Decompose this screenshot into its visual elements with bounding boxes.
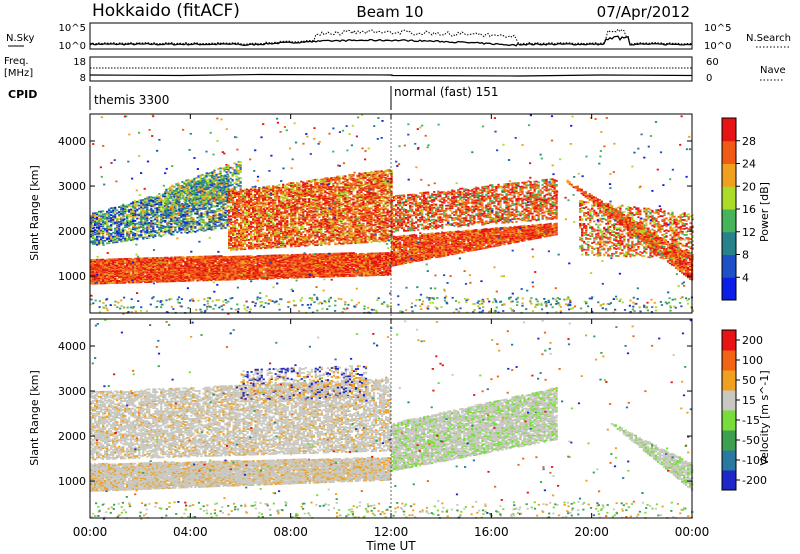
nsky-tick-bottom-right: 10^0 [704, 41, 731, 52]
colorbar-tick-label: 200 [742, 334, 763, 347]
colorbar-swatch [722, 450, 736, 471]
time-axis-ticks: 00:00 04:00 08:00 12:00 16:00 20:00 00:00 [73, 114, 710, 539]
time-tick-label: 04:00 [173, 525, 208, 539]
nsky-panel: N.Sky 10^5 10^0 10^5 10^0 N.Search [6, 22, 791, 52]
y-tick-label: 2000 [58, 225, 86, 238]
nsky-label: N.Sky [6, 33, 34, 44]
colorbar-swatch [722, 470, 736, 491]
nsky-tick-top-right: 10^5 [704, 23, 731, 34]
time-axis-label: Time UT [365, 539, 416, 553]
colorbar-tick-label: 24 [742, 158, 756, 171]
power-panel: 1000 2000 3000 4000 Slant Range [km] 4 8 12 16… [28, 113, 771, 315]
cpid-segment-1: themis 3300 [94, 93, 169, 107]
freq-label: Freq. [4, 56, 29, 67]
power-y-ticks: 1000 2000 3000 4000 [58, 135, 692, 283]
colorbar-tick-label: 20 [742, 180, 756, 193]
nsky-tick-bottom-left: 10^0 [59, 41, 86, 52]
nsearch-label: N.Search [746, 33, 791, 44]
nsky-tick-top-left: 10^5 [59, 23, 86, 34]
colorbar-swatch [722, 350, 736, 371]
nsky-solid-line [89, 35, 693, 47]
freq-tick-top: 18 [73, 57, 86, 68]
y-tick-label: 1000 [58, 270, 86, 283]
nsearch-dotted-line [89, 28, 693, 45]
nave-tick-top: 60 [706, 57, 719, 68]
colorbar-tick-label: 50 [742, 374, 756, 387]
y-tick-label: 2000 [58, 430, 86, 443]
colorbar-swatch [722, 410, 736, 431]
colorbar-tick-label: -15 [742, 414, 760, 427]
y-tick-label: 1000 [58, 475, 86, 488]
colorbar-swatch [722, 390, 736, 411]
freq-unit-label: [MHz] [4, 68, 33, 79]
velocity-ylabel: Slant Range [km] [28, 370, 41, 466]
nave-tick-bottom: 0 [706, 73, 712, 84]
y-tick-label: 4000 [58, 135, 86, 148]
colorbar-swatch [722, 330, 736, 351]
velocity-y-ticks: 1000 2000 3000 4000 [58, 340, 692, 488]
velocity-panel: 1000 2000 3000 4000 Slant Range [km] 200 100… [28, 318, 771, 520]
colorbar-tick-label: 8 [742, 249, 749, 262]
colorbar-swatch [722, 277, 736, 301]
colorbar-tick-label: 16 [742, 203, 756, 216]
date-title: 07/Apr/2012 [597, 3, 690, 21]
time-tick-label: 00:00 [73, 525, 108, 539]
y-tick-label: 4000 [58, 340, 86, 353]
colorbar-swatch [722, 186, 736, 210]
time-tick-label: 08:00 [273, 525, 308, 539]
power-colorbar: 4 8 12 16 20 24 28 [721, 117, 756, 301]
power-data-layer [90, 114, 695, 315]
colorbar-tick-label: -200 [742, 474, 767, 487]
nave-label: Nave [760, 65, 786, 76]
colorbar-tick-label: 15 [742, 394, 756, 407]
colorbar-tick-label: -100 [742, 454, 767, 467]
colorbar-tick-label: -50 [742, 434, 760, 447]
colorbar-tick-label: 28 [742, 135, 756, 148]
cpid-label: CPID [8, 88, 37, 101]
colorbar-swatch [722, 209, 736, 233]
colorbar-tick-label: 12 [742, 226, 756, 239]
power-ylabel: Slant Range [km] [28, 165, 41, 261]
colorbar-swatch [722, 254, 736, 278]
velocity-data-layer [90, 319, 694, 520]
colorbar-swatch [722, 370, 736, 391]
time-tick-label: 00:00 [675, 525, 710, 539]
colorbar-tick-label: 4 [742, 271, 749, 284]
y-tick-label: 3000 [58, 180, 86, 193]
power-colorbar-label: Power [dB] [758, 182, 771, 242]
cpid-row: CPID themis 3300 normal (fast) 151 [8, 85, 498, 110]
freq-line [89, 73, 693, 77]
cpid-segment-2: normal (fast) 151 [394, 85, 498, 99]
time-tick-label: 20:00 [574, 525, 609, 539]
freq-tick-bottom: 8 [80, 73, 86, 84]
velocity-colorbar-label: Velocity [m s^-1] [758, 370, 771, 465]
colorbar-swatch [722, 118, 736, 142]
colorbar-tick-label: 100 [742, 354, 763, 367]
colorbar-swatch [722, 140, 736, 164]
colorbar-swatch [722, 430, 736, 451]
station-title: Hokkaido (fitACF) [92, 1, 240, 21]
time-tick-label: 16:00 [474, 525, 509, 539]
freq-panel: Freq. [MHz] 18 8 60 0 Nave [4, 56, 786, 84]
y-tick-label: 3000 [58, 385, 86, 398]
velocity-colorbar: 200 100 50 15 -15 -50 -100 -200 [721, 329, 767, 491]
colorbar-swatch [722, 231, 736, 255]
colorbar-swatch [722, 163, 736, 187]
time-tick-label: 12:00 [374, 525, 409, 539]
beam-title: Beam 10 [356, 3, 423, 21]
